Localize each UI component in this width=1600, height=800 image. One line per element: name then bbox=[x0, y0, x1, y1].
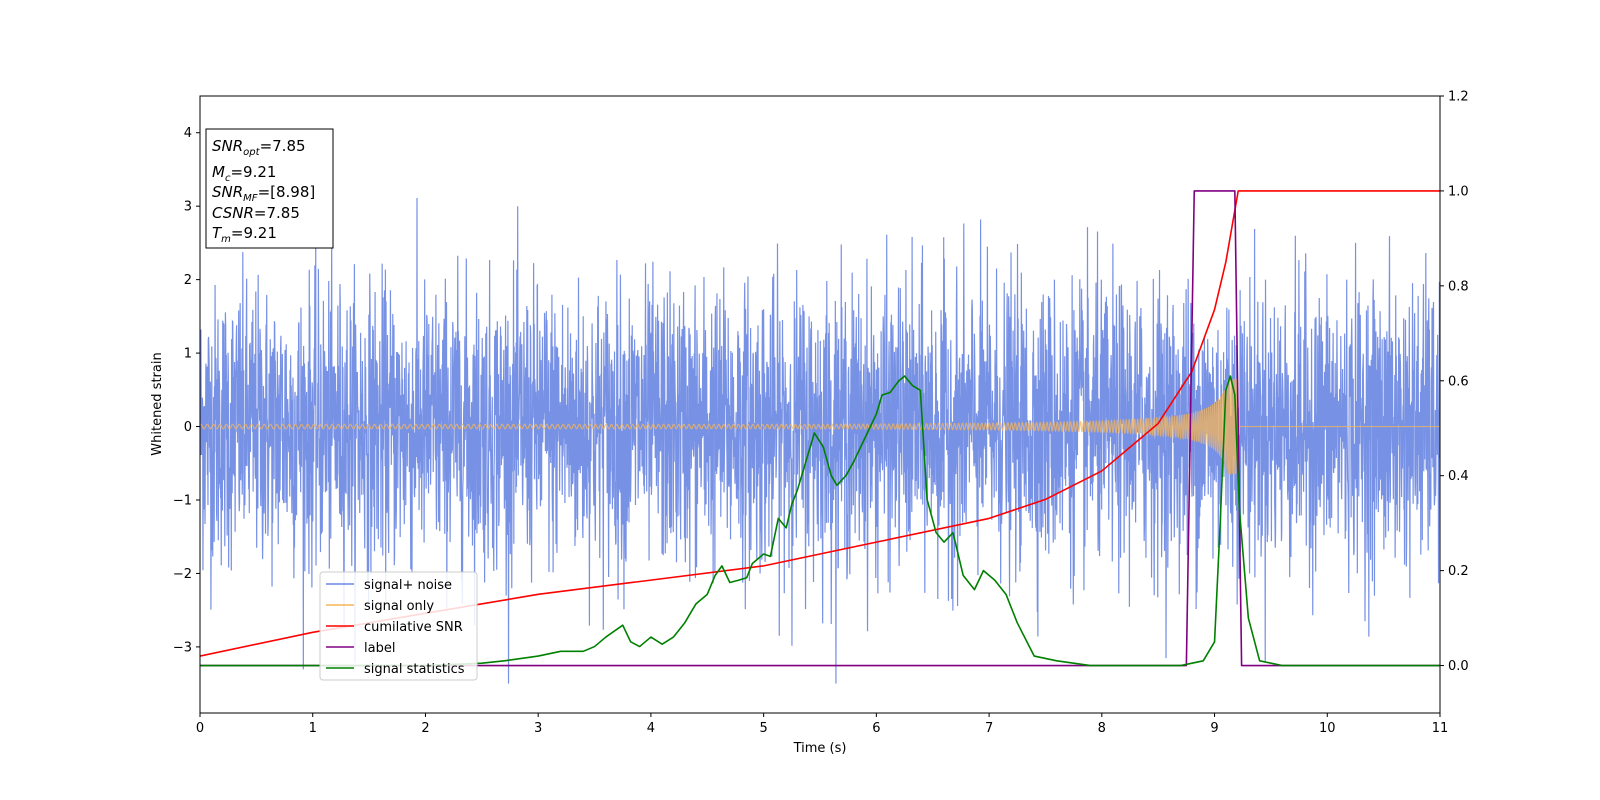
y-tick-label: −1 bbox=[173, 493, 192, 508]
y-tick-label: 2 bbox=[184, 273, 192, 288]
x-tick-label: 0 bbox=[196, 721, 204, 736]
x-tick-label: 9 bbox=[1210, 721, 1218, 736]
y2-tick-label: 0.4 bbox=[1448, 469, 1469, 484]
x-tick-label: 11 bbox=[1432, 721, 1449, 736]
legend-label-signal-only: signal only bbox=[364, 599, 434, 614]
x-tick-label: 1 bbox=[309, 721, 317, 736]
y-axis-label: Whitened strain bbox=[150, 352, 165, 455]
y2-tick-label: 0.0 bbox=[1448, 659, 1469, 674]
y2-tick-label: 0.8 bbox=[1448, 279, 1469, 294]
plot-area bbox=[200, 190, 1440, 684]
legend-label-signal-noise: signal+ noise bbox=[364, 578, 452, 593]
y-tick-label: −3 bbox=[173, 640, 192, 655]
series-cumulative-snr bbox=[200, 190, 1440, 657]
axes-frame bbox=[199, 95, 1441, 714]
legend-label-label: label bbox=[364, 641, 395, 656]
x-axis-label: Time (s) bbox=[793, 741, 847, 756]
y2-tick-label: 0.6 bbox=[1448, 374, 1469, 389]
legend-label-cumulative-snr: cumilative SNR bbox=[364, 620, 463, 635]
series-label bbox=[200, 190, 1440, 667]
y2-tick-label: 1.0 bbox=[1448, 184, 1469, 199]
y2-tick-label: 0.2 bbox=[1448, 564, 1469, 579]
legend: signal+ noise signal only cumilative SNR… bbox=[319, 571, 478, 681]
annotation-line-tm: Tm=9.21 bbox=[212, 224, 277, 245]
annotation-line-snr-mf: SNRMF=[8.98] bbox=[212, 183, 315, 204]
x-tick-label: 10 bbox=[1319, 721, 1336, 736]
x-tick-label: 8 bbox=[1098, 721, 1106, 736]
annotation-line-snr-opt: SNRopt=7.85 bbox=[212, 137, 306, 158]
x-tick-label: 4 bbox=[647, 721, 655, 736]
series-signal-statistics bbox=[200, 375, 1440, 667]
x-tick-label: 2 bbox=[421, 721, 429, 736]
y-tick-label: 1 bbox=[184, 347, 192, 362]
y-tick-label: 4 bbox=[184, 126, 192, 141]
annotation-line-csnr: CSNR=7.85 bbox=[212, 204, 300, 222]
x-tick-label: 7 bbox=[985, 721, 993, 736]
y2-tick-label: 1.2 bbox=[1448, 90, 1469, 105]
legend-label-signal-statistics: signal statistics bbox=[364, 662, 465, 677]
y-tick-label: 3 bbox=[184, 200, 192, 215]
y-tick-label: 0 bbox=[184, 420, 192, 435]
annotation-line-mc: Mc=9.21 bbox=[212, 163, 276, 184]
x-tick-label: 5 bbox=[759, 721, 767, 736]
axes: 0 1 2 3 4 5 6 7 8 9 10 11 −3 −2 −1 0 1 2 3 4 0.0 0.2 0.4 0.6 0.8… bbox=[173, 90, 1469, 737]
x-tick-label: 6 bbox=[872, 721, 880, 736]
y-tick-label: −2 bbox=[173, 567, 192, 582]
x-tick-label: 3 bbox=[534, 721, 542, 736]
annotation-box: SNRopt=7.85 Mc=9.21 SNRMF=[8.98] CSNR=7.… bbox=[205, 128, 334, 249]
